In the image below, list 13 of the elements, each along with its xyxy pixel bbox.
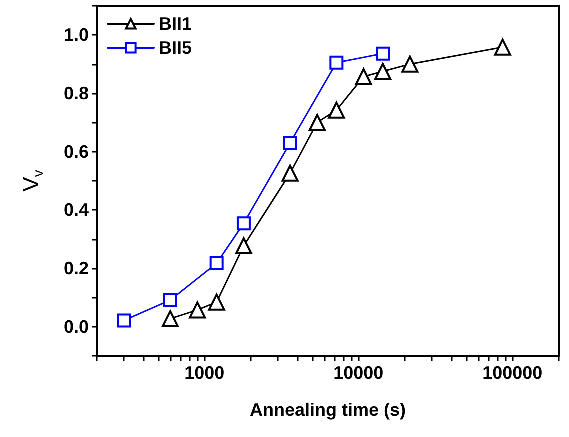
y-tick-label: 0.2 [64, 258, 89, 278]
x-tick-label: 100000 [482, 363, 543, 383]
y-tick-label: 0.0 [64, 316, 89, 337]
y-tick-label: 0.4 [64, 200, 89, 220]
legend-label: BII5 [159, 38, 192, 58]
x-tick-label: 1000 [184, 363, 225, 383]
x-axis-title: Annealing time (s) [250, 400, 406, 420]
y-tick-label: 0.8 [64, 84, 89, 104]
y-tick-label: 0.6 [64, 142, 89, 162]
legend-label: BII1 [159, 14, 192, 34]
y-tick-label: 1.0 [64, 25, 89, 46]
y-axis-title: Vv [18, 170, 46, 192]
x-tick-label: 10000 [334, 363, 384, 383]
